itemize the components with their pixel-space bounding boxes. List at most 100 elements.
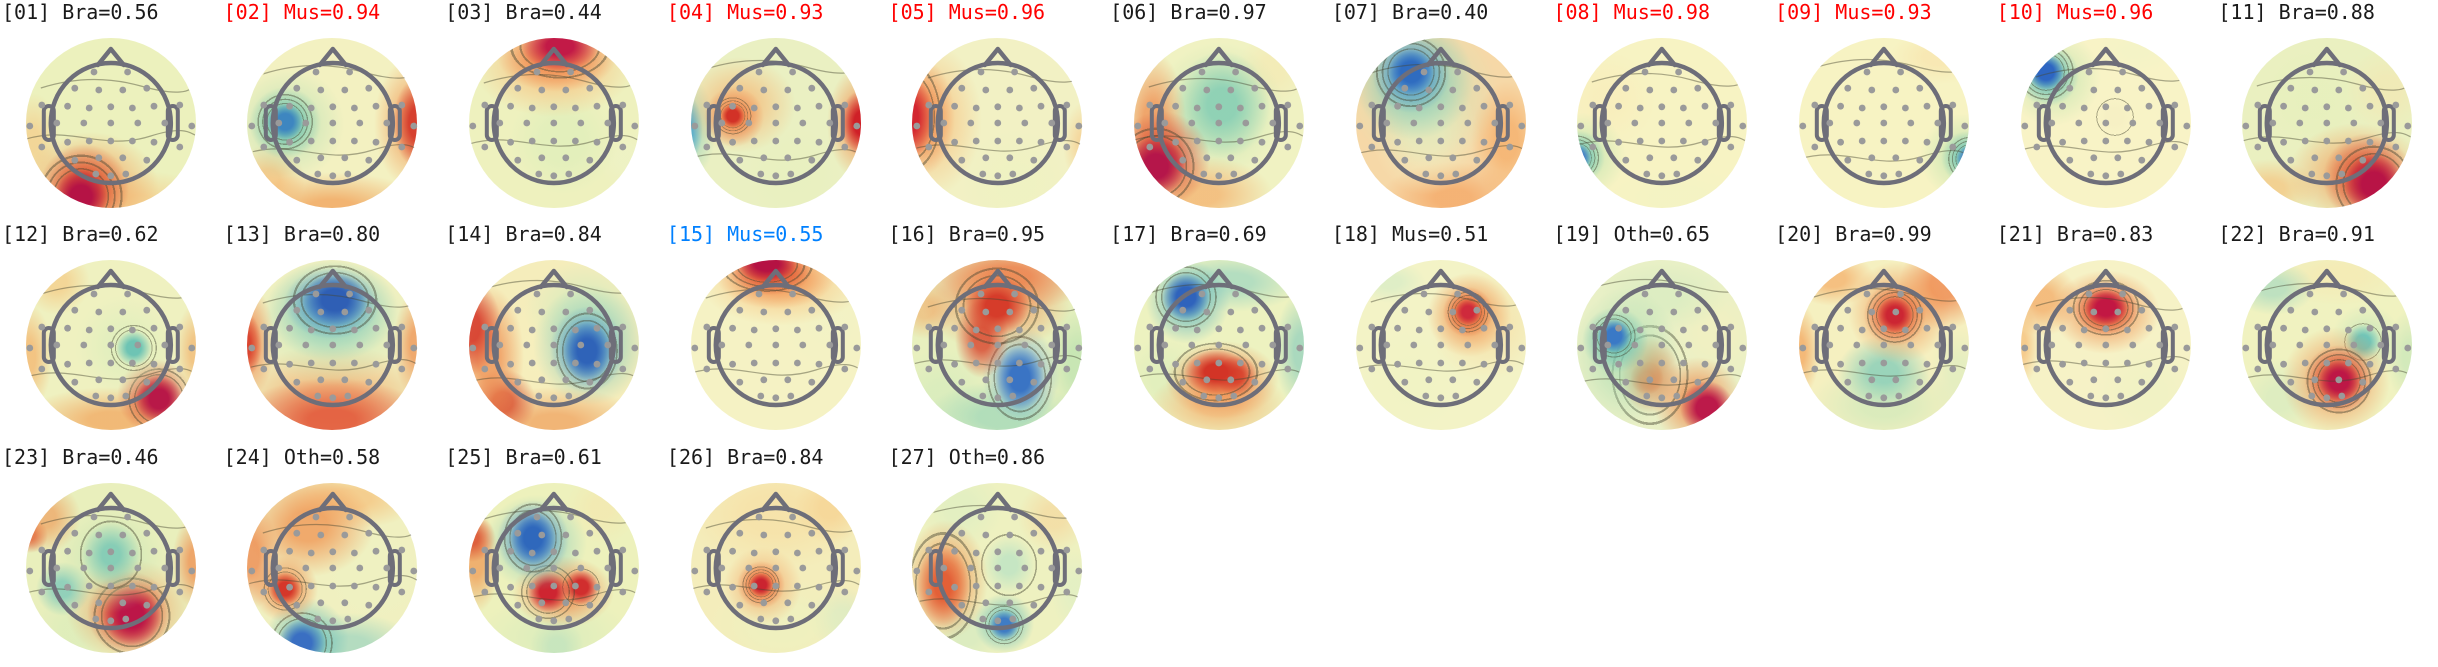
electrode-dot (1646, 86, 1654, 94)
electrode-dot (1643, 170, 1651, 178)
electrode-dot (1637, 326, 1645, 334)
electrode-dot (161, 341, 169, 349)
electrode-dot (314, 170, 321, 178)
electrode-dot (981, 86, 989, 94)
electrode-dot (760, 308, 768, 316)
electrode-dot (2183, 122, 2190, 130)
electrode-dot (529, 326, 536, 334)
head-circle (270, 60, 395, 186)
topomap-cell: [16] Bra=0.95 (887, 222, 1109, 444)
head-overlay (1133, 46, 1304, 186)
electrode-dot (1251, 379, 1259, 386)
electrode-dot (128, 359, 136, 367)
electrode-dot (2090, 308, 2097, 316)
electrode-dot (1615, 102, 1623, 110)
electrode-dot (1008, 392, 1016, 400)
electrode-dot (1837, 138, 1845, 146)
electrode-dot (128, 582, 136, 590)
electrode-dot (1858, 326, 1866, 334)
topomap-cell: [01] Bra=0.56 (0, 0, 222, 222)
nose-icon (1868, 269, 1900, 290)
head-overlay (25, 46, 196, 186)
topomap-cell: [05] Mus=0.96 (887, 0, 1109, 222)
electrode-dot (550, 119, 558, 127)
electrode-dot (344, 615, 351, 623)
electrode-dot (2085, 68, 2093, 76)
electrode-dot (565, 392, 573, 400)
electrode-dot (1615, 138, 1623, 146)
electrode-dot (718, 564, 726, 572)
head-overlay (469, 491, 640, 630)
electrode-dot (1615, 361, 1623, 368)
electrode-dot (1622, 156, 1630, 164)
electrode-dot (691, 344, 699, 352)
electrode-dot (344, 170, 351, 178)
head-circle (2043, 60, 2168, 186)
electrode-dot (1193, 137, 1201, 145)
head-overlay (912, 46, 1083, 186)
electrode-dot (562, 531, 570, 539)
electrode-dot (1880, 359, 1888, 367)
electrode-dot (1005, 599, 1013, 606)
electrode-dot (1637, 104, 1645, 112)
electrode-dot (1646, 308, 1654, 316)
electrode-dot (1670, 376, 1678, 384)
electrode-dot (372, 102, 380, 110)
electrode-dot (1518, 344, 1526, 352)
electrode-dot (572, 326, 580, 334)
electrode-dot (350, 104, 358, 112)
electrode-dot (1631, 119, 1639, 127)
electrode-dot (1702, 325, 1709, 332)
nose-icon (2311, 46, 2343, 68)
electrode-dot (593, 102, 601, 110)
electrode-dot (593, 325, 601, 332)
electrode-dot (350, 359, 358, 367)
electrode-dot (1215, 325, 1223, 333)
electrode-dot (2102, 137, 2109, 145)
electrode-dot (128, 137, 136, 145)
electrode-dot (1949, 143, 1957, 151)
head-overlay (469, 46, 640, 186)
electrode-dot (329, 564, 336, 572)
electrode-dot (2129, 341, 2136, 349)
electrode-dot (2302, 326, 2309, 334)
nose-icon (95, 491, 127, 512)
electrode-dot (260, 323, 267, 331)
electrode-dot (1480, 102, 1488, 110)
electrode-dot (1702, 102, 1709, 110)
electrode-dot (808, 156, 816, 164)
electrode-dot (1425, 154, 1433, 162)
electrode-dot (38, 323, 46, 331)
electrode-dot (1923, 325, 1931, 332)
electrode-dot (1437, 394, 1445, 402)
electrode-dot (329, 325, 336, 333)
electrode-dot (469, 344, 477, 352)
electrode-dot (1685, 341, 1693, 349)
component-title: [09] Mus=0.93 (1775, 0, 1932, 24)
electrode-dot (567, 68, 575, 76)
nose-icon (760, 269, 791, 290)
electrode-dot (1401, 84, 1409, 92)
electrode-dot (64, 102, 71, 110)
electrode-dot (1916, 156, 1924, 164)
electrode-dot (1811, 101, 1819, 109)
electrode-dot (1251, 84, 1259, 92)
electrode-dot (2345, 137, 2353, 145)
electrode-dot (329, 341, 336, 349)
electrode-dot (2323, 172, 2331, 180)
electrode-dot (2280, 102, 2288, 110)
electrode-dot (1646, 154, 1654, 162)
electrode-dot (577, 564, 585, 572)
electrode-dot (1454, 68, 1461, 76)
electrode-dot (26, 344, 34, 352)
electrode-dot (2114, 154, 2121, 162)
nose-icon (538, 46, 570, 68)
electrode-dot (745, 341, 753, 349)
electrode-dot (107, 325, 115, 333)
electrode-dot (119, 86, 127, 94)
electrode-dot (703, 365, 711, 373)
electrode-dot (1037, 138, 1044, 146)
electrode-dot (950, 547, 958, 555)
nose-icon (317, 46, 348, 68)
